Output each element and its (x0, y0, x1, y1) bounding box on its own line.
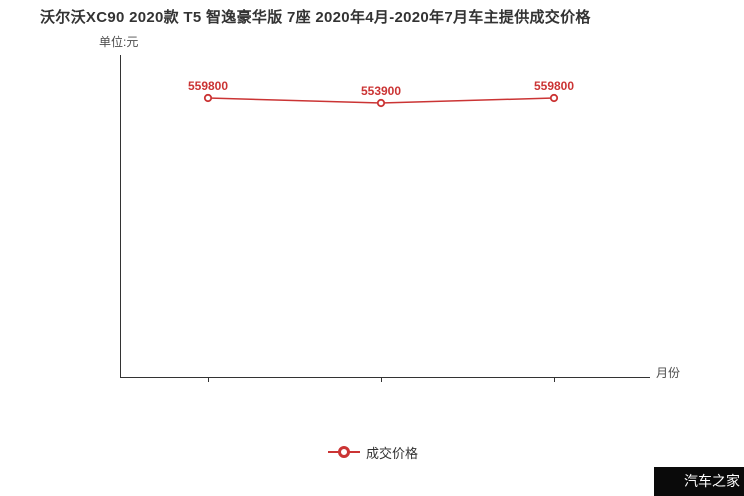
data-point-label: 553900 (361, 84, 401, 98)
data-point-marker (203, 93, 213, 103)
data-point-marker (376, 98, 386, 108)
data-point-label: 559800 (534, 79, 574, 93)
x-axis-tick (554, 378, 555, 382)
autohome-watermark: 汽车之家 (654, 467, 744, 496)
legend-ring-icon (338, 446, 350, 458)
legend-line-marker-icon (328, 441, 360, 463)
y-axis-line (120, 55, 121, 378)
data-point-marker (549, 93, 559, 103)
x-axis-label: 月份 (656, 366, 681, 380)
x-axis-line (120, 377, 650, 378)
data-point-label: 559800 (188, 79, 228, 93)
legend-label: 成交价格 (366, 445, 419, 461)
chart-legend: 成交价格 (328, 441, 418, 463)
y-axis-unit-label: 单位:元 (99, 35, 139, 49)
x-axis-tick (381, 378, 382, 382)
chart-title: 沃尔沃XC90 2020款 T5 智逸豪华版 7座 2020年4月-2020年7… (40, 9, 591, 26)
x-axis-tick (208, 378, 209, 382)
